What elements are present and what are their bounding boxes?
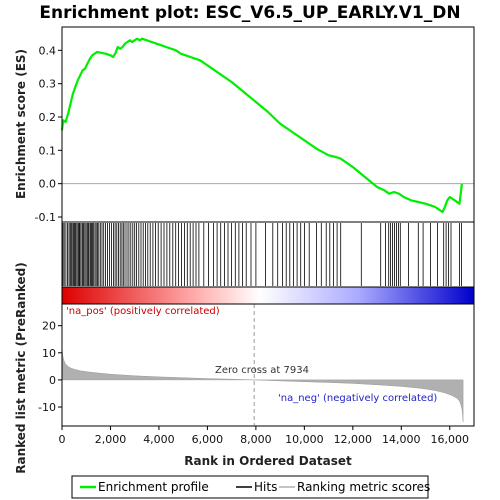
legend: Enrichment profile Hits Ranking metric s… bbox=[71, 475, 430, 499]
chart-title: Enrichment plot: ESC_V6.5_UP_EARLY.V1_DN bbox=[39, 3, 460, 23]
legend-label-enrichment: Enrichment profile bbox=[98, 480, 209, 494]
x-tick-label: 4,000 bbox=[143, 433, 175, 446]
enrichment-profile-line bbox=[60, 37, 463, 214]
negative-correlation-label: 'na_neg' (negatively correlated) bbox=[278, 393, 437, 404]
rank-y-tick-label: -10 bbox=[38, 401, 56, 414]
x-tick-label: 10,000 bbox=[285, 433, 324, 446]
rank-y-tick-label: 20 bbox=[42, 320, 56, 333]
es-y-axis: -0.1 0.0 0.1 0.2 0.3 0.4 bbox=[35, 44, 62, 224]
legend-label-hits: Hits bbox=[254, 480, 277, 494]
x-tick-label: 12,000 bbox=[334, 433, 373, 446]
hit-marks bbox=[61, 223, 462, 286]
zero-cross-label: Zero cross at 7934 bbox=[215, 365, 309, 376]
x-tick-label: 6,000 bbox=[192, 433, 224, 446]
rank-panel: 'na_pos' (positively correlated) 'na_neg… bbox=[14, 262, 475, 474]
x-axis-label: Rank in Ordered Dataset bbox=[184, 454, 352, 468]
x-tick-label: 16,000 bbox=[431, 433, 470, 446]
es-y-tick-label: 0.0 bbox=[39, 178, 57, 191]
x-tick-label: 8,000 bbox=[240, 433, 272, 446]
es-y-axis-label: Enrichment score (ES) bbox=[14, 49, 28, 199]
es-panel-frame bbox=[61, 26, 475, 223]
rank-y-axis: -10 0 10 20 bbox=[38, 320, 62, 414]
rank-y-tick-label: 10 bbox=[42, 347, 56, 360]
rank-colorbar bbox=[61, 286, 475, 305]
hits-panel-frame bbox=[61, 221, 475, 288]
es-y-tick-label: 0.1 bbox=[39, 144, 57, 157]
es-y-tick-label: 0.3 bbox=[39, 78, 57, 91]
ranking-metric-area bbox=[61, 345, 464, 422]
es-y-tick-label: 0.4 bbox=[39, 44, 57, 57]
es-y-tick-label: 0.2 bbox=[39, 111, 57, 124]
x-tick-label: 14,000 bbox=[382, 433, 421, 446]
legend-label-metric: Ranking metric scores bbox=[297, 480, 430, 494]
es-panel: -0.1 0.0 0.1 0.2 0.3 0.4 Enrichment score (ES… bbox=[14, 26, 475, 224]
es-y-tick-label: -0.1 bbox=[35, 211, 56, 224]
positive-correlation-label: 'na_pos' (positively correlated) bbox=[66, 306, 220, 317]
x-axis: 0 2,000 4,000 6,000 8,000 10,000 12,000 14,000 1… bbox=[59, 426, 470, 446]
hits-panel bbox=[61, 221, 475, 288]
rank-y-tick-label: 0 bbox=[49, 374, 56, 387]
x-tick-label: 0 bbox=[59, 433, 66, 446]
x-tick-label: 2,000 bbox=[95, 433, 127, 446]
rank-panel-frame bbox=[61, 303, 475, 427]
rank-y-axis-label: Ranked list metric (PreRanked) bbox=[14, 262, 28, 474]
